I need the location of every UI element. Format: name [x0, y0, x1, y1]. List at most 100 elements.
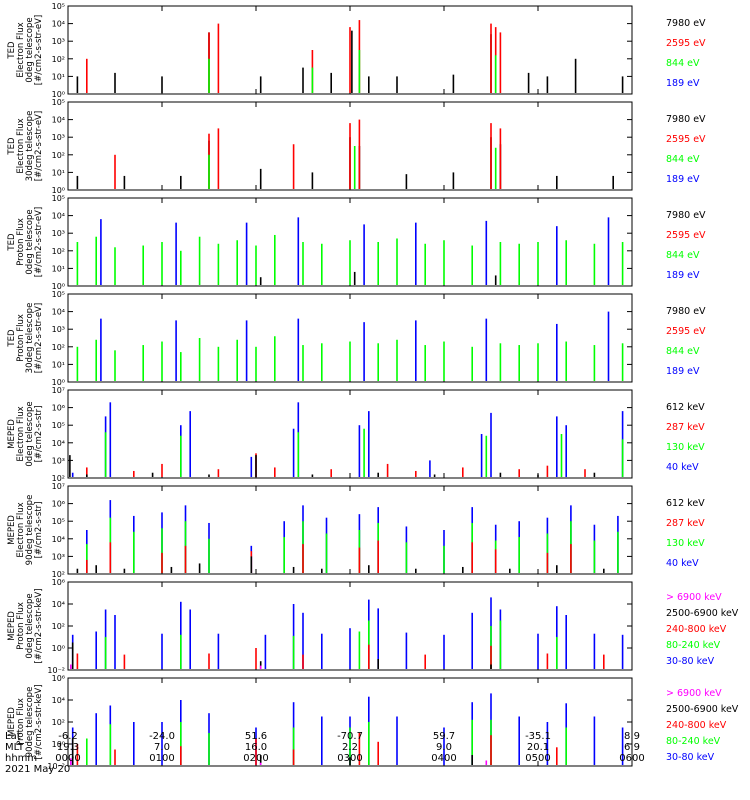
legend-entry: 2595 eV	[666, 230, 706, 241]
footer-hhmm-4: 0400	[431, 753, 456, 764]
legend-entry: 2500-6900 keV	[666, 704, 739, 715]
footer-ticks: Lat MLT hhmm 2021 May 20 -6.2 -24.0 51.6…	[5, 731, 645, 775]
y-tick-label: 10⁴	[52, 20, 65, 29]
panel-5-frame	[67, 389, 633, 479]
y-tick-label: 10⁷	[52, 386, 65, 395]
panel-5: 10² 10³ 10⁴ 10⁵ 10⁶ 10⁷ MEPED Electron Flux 0deg…	[7, 386, 705, 483]
y-axis-label-line: 0deg telescope	[25, 593, 35, 658]
footer-date: 2021 May 20	[5, 764, 70, 775]
footer-lat-6: 8.9	[624, 731, 640, 742]
footer-row-label-lat: Lat	[5, 731, 21, 742]
y-axis-label-line: 90deg telescope	[25, 495, 35, 566]
y-axis-label-line: [#/cm2-s-str-keV]	[34, 589, 44, 664]
y-tick-label: 10³	[52, 229, 65, 238]
footer-mlt-4: 9.0	[436, 742, 452, 753]
footer-mlt-5: 20.1	[527, 742, 549, 753]
legend-entry: 7980 eV	[666, 18, 706, 29]
legend-entry: 189 eV	[666, 174, 700, 185]
y-tick-label: 10⁴	[52, 535, 65, 544]
y-tick-label: 10²	[52, 718, 65, 727]
footer-lat-2: 51.6	[245, 731, 267, 742]
legend-entry: 130 keV	[666, 538, 705, 549]
panel-4: 10⁰ 10¹ 10² 10³ 10⁴ 10⁵ TED Proton Flux 30deg te…	[7, 290, 706, 387]
y-tick-label: 10⁴	[52, 696, 65, 705]
y-axis-label-line: 0deg telescope	[25, 401, 35, 466]
footer-row-label-mlt: MLT	[5, 742, 25, 753]
y-tick-label: 10⁴	[52, 439, 65, 448]
footer-mlt-0: 19.3	[57, 742, 79, 753]
y-axis-label-line: MEPED	[7, 611, 17, 641]
legend-entry: 844 eV	[666, 58, 700, 69]
legend-entry: 40 keV	[666, 558, 699, 569]
y-axis-label-line: Electron Flux	[16, 502, 26, 557]
legend-entry: 7980 eV	[666, 114, 706, 125]
y-tick-label: 10²	[52, 474, 65, 483]
y-tick-label: 10⁵	[52, 517, 65, 526]
legend-entry: 612 keV	[666, 498, 705, 509]
y-tick-label: 10²	[52, 570, 65, 579]
y-tick-label: 10⁵	[52, 290, 65, 299]
y-axis-label-line: 90deg telescope	[25, 687, 35, 758]
legend-entry: 189 eV	[666, 78, 700, 89]
footer-hhmm-2: 0200	[243, 753, 268, 764]
legend-entry: 7980 eV	[666, 210, 706, 221]
footer-mlt-1: 7.0	[154, 742, 170, 753]
legend-entry: 7980 eV	[666, 306, 706, 317]
legend-entry: > 6900 keV	[666, 688, 722, 699]
panel-1: 10⁰ 10¹ 10² 10³ 10⁴ 10⁵ TED Electron Flux 0deg t…	[7, 2, 706, 99]
y-axis-label-line: Proton Flux	[16, 602, 26, 650]
footer-mlt-3: 2.2	[342, 742, 358, 753]
y-tick-label: 10⁻²	[47, 666, 65, 675]
y-axis-label-line: [#/cm2-s-str-eV]	[34, 303, 44, 373]
y-axis-label-line: Proton Flux	[16, 314, 26, 362]
legend-entry: 30-80 keV	[666, 656, 715, 667]
y-axis-label-line: [#/cm2-s-str]	[34, 502, 44, 559]
y-tick-label: 10⁰	[52, 740, 65, 749]
footer-lat-4: 59.7	[433, 731, 455, 742]
y-axis-label-line: 30deg telescope	[25, 303, 35, 374]
y-axis-label-line: Electron Flux	[16, 118, 26, 173]
y-tick-label: 10¹	[52, 72, 65, 81]
y-axis-label-line: [#/cm2-s-str]	[34, 406, 44, 463]
y-tick-label: 10¹	[52, 360, 65, 369]
y-tick-label: 10³	[52, 456, 65, 465]
footer-row-label-hhmm: hhmm	[5, 753, 37, 764]
legend-entry: 844 eV	[666, 154, 700, 165]
footer-hhmm-5: 0500	[525, 753, 550, 764]
footer-hhmm-1: 0100	[149, 753, 174, 764]
y-tick-label: 10⁵	[52, 194, 65, 203]
y-axis-label-line: TED	[7, 233, 17, 252]
y-tick-label: 10⁵	[52, 2, 65, 11]
y-tick-label: 10⁶	[52, 404, 65, 413]
y-tick-label: 10⁰	[52, 378, 65, 387]
footer-hhmm-3: 0300	[337, 753, 362, 764]
y-axis-label-line: MEPED	[7, 515, 17, 545]
y-axis-label-line: [#/cm2-s-str-eV]	[34, 207, 44, 277]
footer-lat-5: -35.1	[525, 731, 551, 742]
y-axis-label-line: Electron Flux	[16, 22, 26, 77]
footer-mlt-2: 16.0	[245, 742, 267, 753]
y-tick-label: 10⁶	[52, 500, 65, 509]
legend-entry: > 6900 keV	[666, 592, 722, 603]
panel-6: 10² 10³ 10⁴ 10⁵ 10⁶ 10⁷ MEPED Electron Flux 90de…	[7, 482, 705, 579]
y-axis-label-line: TED	[7, 329, 17, 348]
y-tick-label: 10²	[52, 247, 65, 256]
y-axis-label-line: Electron Flux	[16, 406, 26, 461]
y-tick-label: 10⁴	[52, 212, 65, 221]
y-tick-label: 10²	[52, 151, 65, 160]
legend-entry: 130 keV	[666, 442, 705, 453]
legend-entry: 287 keV	[666, 518, 705, 529]
legend-entry: 189 eV	[666, 366, 700, 377]
y-axis-label-line: [#/cm2-s-str-keV]	[34, 685, 44, 760]
y-tick-label: 10²	[52, 343, 65, 352]
legend-entry: 240-800 keV	[666, 624, 727, 635]
footer-hhmm-6: 0600	[619, 753, 644, 764]
y-tick-label: 10⁴	[52, 600, 65, 609]
y-tick-label: 10²	[52, 622, 65, 631]
footer-hhmm-0: 0000	[55, 753, 80, 764]
y-axis-label-line: [#/cm2-s-str-eV]	[34, 111, 44, 181]
y-tick-label: 10⁷	[52, 482, 65, 491]
y-tick-label: 10⁻²	[47, 762, 65, 771]
